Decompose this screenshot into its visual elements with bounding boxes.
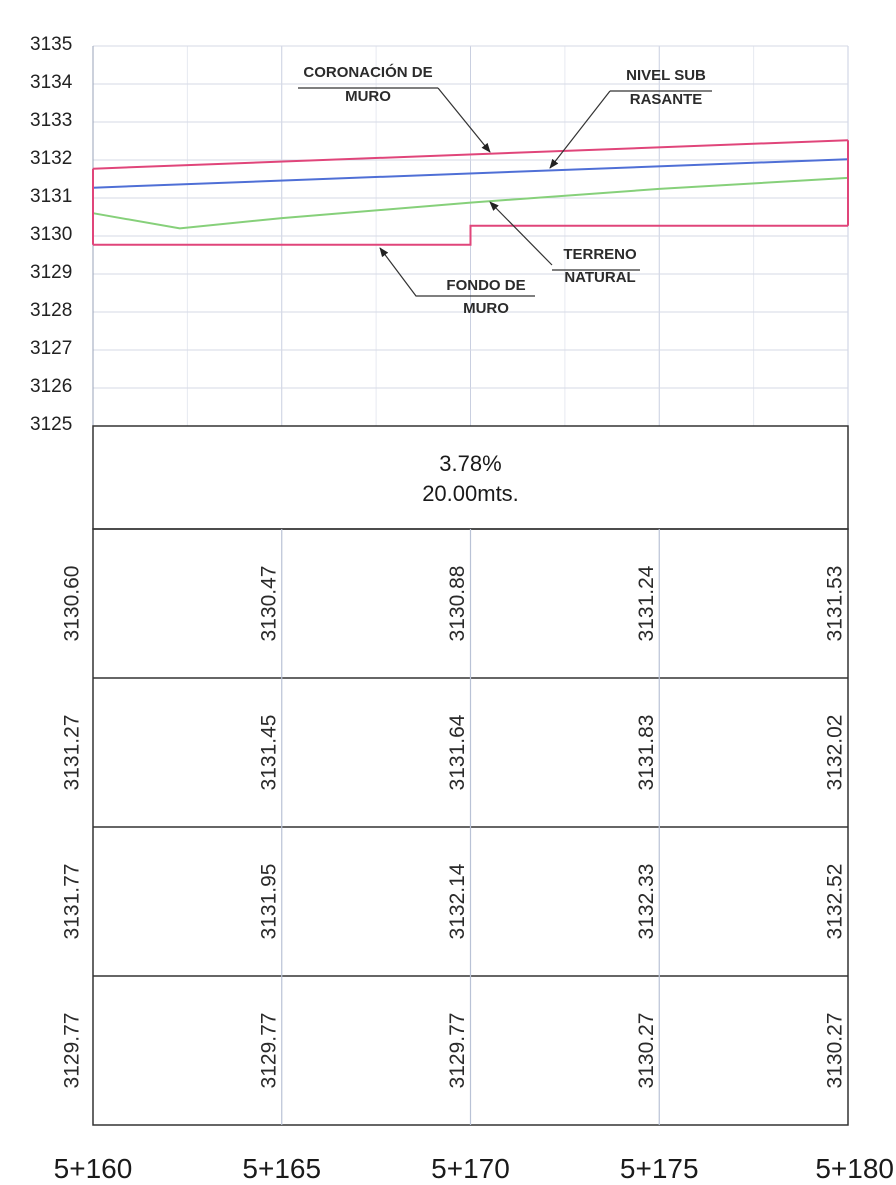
annotation-label: NIVEL SUB <box>626 67 706 84</box>
annotation-leader <box>489 201 553 266</box>
table-cell-value: 3130.27 <box>635 1013 658 1089</box>
y-tick-label: 3132 <box>30 148 72 169</box>
table-cell-value: 3132.33 <box>635 864 658 940</box>
table-cell-value: 3129.77 <box>257 1013 280 1089</box>
y-tick-label: 3127 <box>30 338 72 359</box>
table-cell-value: 3131.27 <box>61 715 84 791</box>
table-cell-value: 3132.02 <box>824 715 847 791</box>
annotation-label: NATURAL <box>564 269 635 286</box>
table-cell-value: 3130.27 <box>824 1013 847 1089</box>
y-tick-label: 3130 <box>30 224 72 245</box>
annotation-label: MURO <box>345 88 391 105</box>
x-tick-label: 5+180 <box>815 1153 894 1184</box>
series-line-coronacion <box>92 139 849 170</box>
y-tick-label: 3135 <box>30 34 72 55</box>
annotation-leader <box>379 247 432 297</box>
table-cell-value: 3130.47 <box>257 566 280 642</box>
series-line-terreno <box>92 176 849 230</box>
table-cell-value: 3132.14 <box>446 863 469 939</box>
table-cell-value: 3129.77 <box>446 1013 469 1089</box>
table-cell-value: 3129.77 <box>61 1013 84 1089</box>
table-cell-value: 3131.53 <box>824 566 847 642</box>
slope-percent: 3.78% <box>439 451 501 476</box>
x-tick-label: 5+165 <box>242 1153 321 1184</box>
x-tick-label: 5+175 <box>620 1153 699 1184</box>
slope-length: 20.00mts. <box>422 481 519 506</box>
table-cell-value: 3131.83 <box>635 715 658 791</box>
annotation-label: TERRENO <box>563 246 637 263</box>
x-tick-label: 5+170 <box>431 1153 510 1184</box>
y-tick-label: 3125 <box>30 414 72 435</box>
slope-band-box <box>92 425 849 530</box>
annotation-label: RASANTE <box>630 91 703 108</box>
annotation-label: CORONACIÓN DE <box>303 63 432 81</box>
annotation-leader <box>549 90 611 169</box>
table-cell-value: 3131.77 <box>61 864 84 940</box>
series-line-subrasante <box>92 158 849 189</box>
table-cell-value: 3131.64 <box>446 714 469 790</box>
table-cell-value: 3130.60 <box>61 566 84 642</box>
annotation-label: MURO <box>463 300 509 317</box>
y-tick-label: 3129 <box>30 262 72 283</box>
table-cell-value: 3131.95 <box>257 864 280 940</box>
series-line-fondo <box>93 224 848 246</box>
table-cell-value: 3131.24 <box>635 565 658 641</box>
x-tick-label: 5+160 <box>54 1153 133 1184</box>
annotation-leader <box>437 87 491 153</box>
y-tick-label: 3134 <box>30 72 73 93</box>
y-tick-label: 3128 <box>30 300 72 321</box>
y-tick-label: 3133 <box>30 110 72 131</box>
y-tick-label: 3126 <box>30 376 72 397</box>
annotation-label: FONDO DE <box>446 277 525 294</box>
y-tick-label: 3131 <box>30 186 72 207</box>
table-cell-value: 3130.88 <box>446 566 469 642</box>
table-cell-value: 3131.45 <box>257 715 280 791</box>
table-cell-value: 3132.52 <box>824 864 847 940</box>
